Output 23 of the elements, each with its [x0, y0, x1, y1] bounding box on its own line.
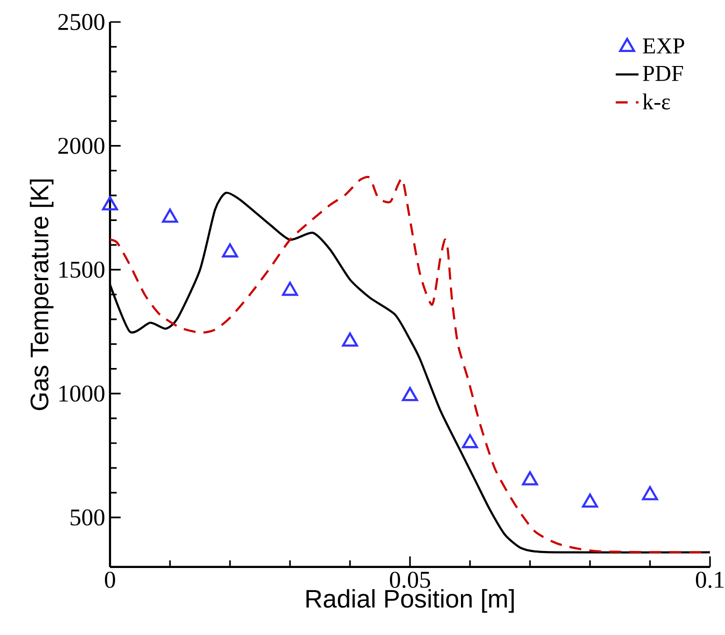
legend-label: k-ε [642, 94, 670, 110]
point [402, 386, 418, 402]
legend-label: EXP [642, 38, 684, 54]
y-tick-label: 1500 [59, 262, 104, 278]
x-tick-label: 0.1 [696, 572, 724, 588]
y-axis-title: Gas Temperature [K] [30, 179, 54, 410]
y-tick-label: 500 [70, 509, 104, 526]
point [462, 434, 478, 448]
point [522, 471, 538, 486]
point [222, 243, 238, 258]
y-tick-label: 1000 [59, 385, 104, 402]
x-axis-title: Radial Position [m] [306, 589, 514, 613]
x-tick-label: 0.05 [390, 572, 430, 588]
point [162, 208, 178, 223]
y-tick-label: 2500 [58, 14, 104, 30]
x-tick-label: 0 [104, 572, 116, 588]
point [582, 494, 598, 508]
legend-label: PDF [642, 66, 684, 81]
point [642, 486, 658, 500]
point [342, 332, 358, 347]
y-tick-label: 2000 [58, 138, 104, 154]
point [282, 282, 298, 296]
point [102, 196, 118, 210]
